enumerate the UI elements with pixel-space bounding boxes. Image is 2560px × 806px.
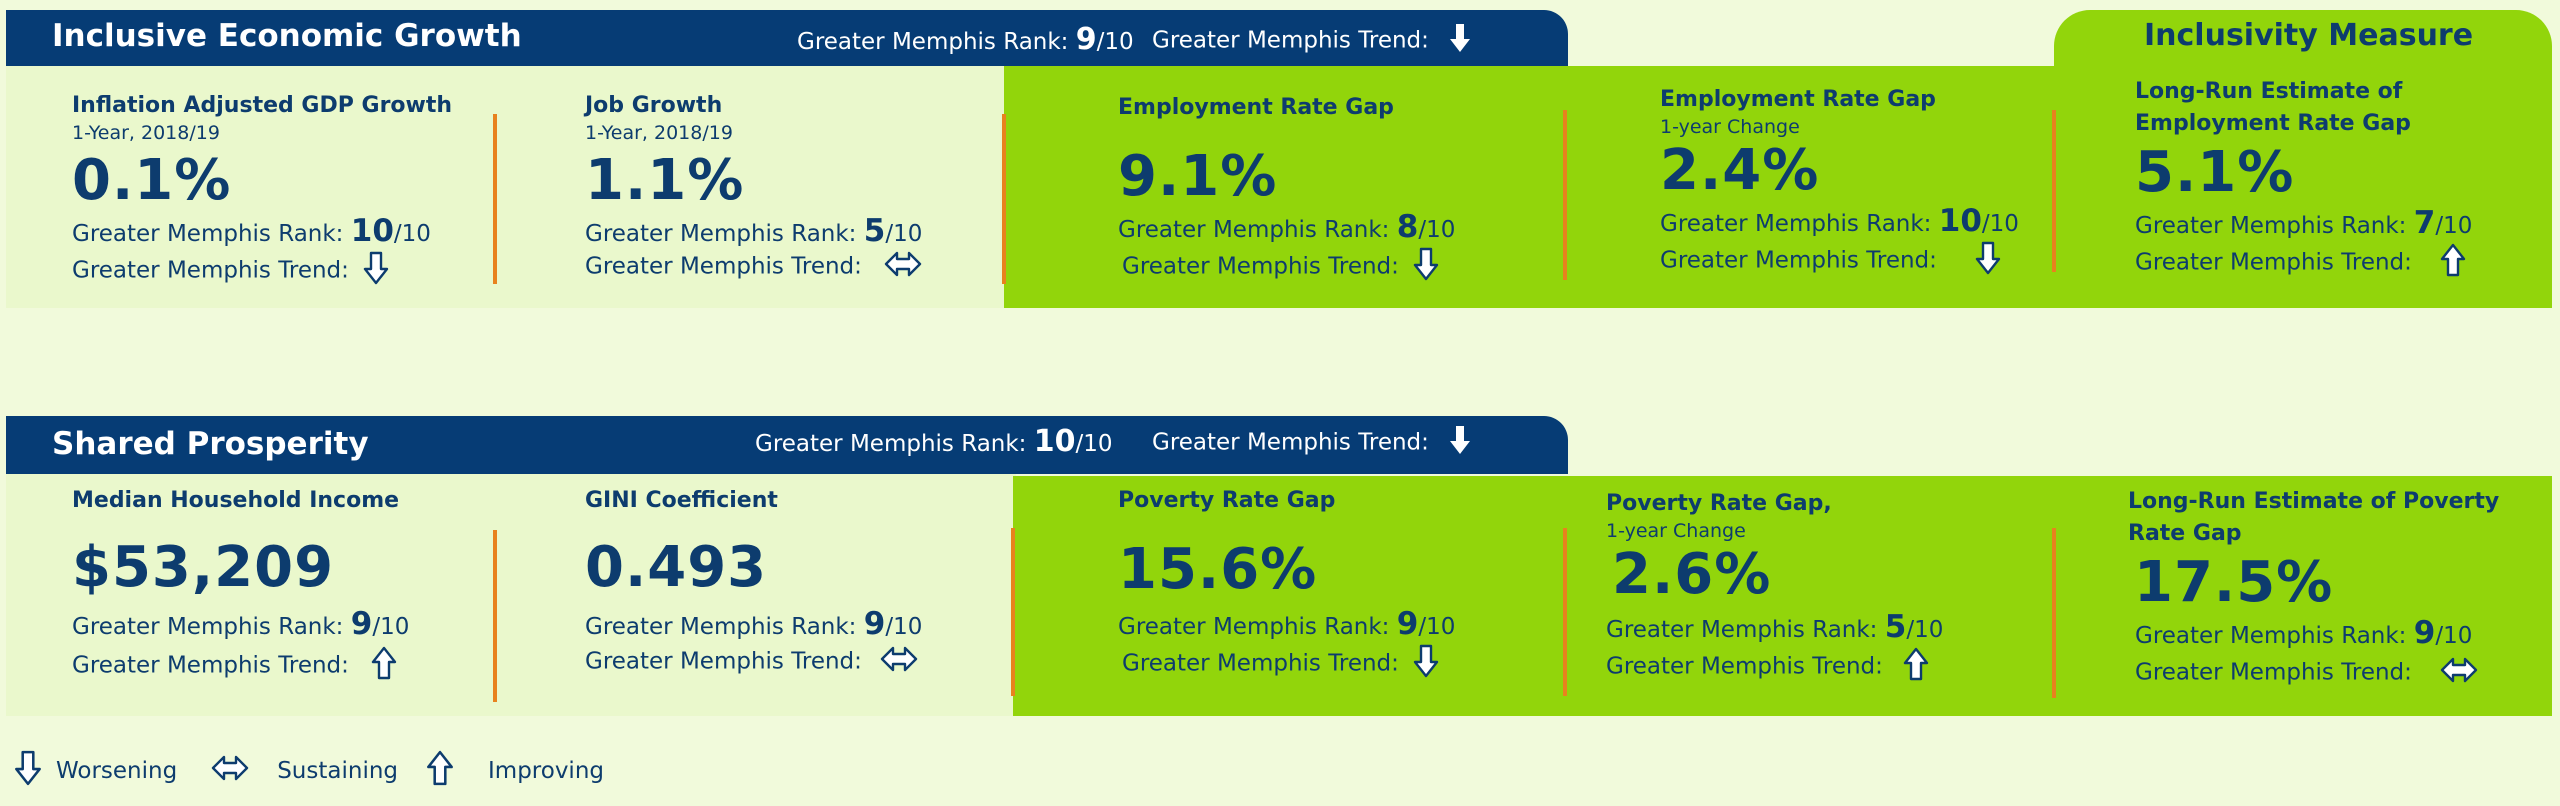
up-arrow-icon: [426, 750, 454, 792]
legend-sustaining: Sustaining: [277, 758, 399, 784]
left-right-arrow-icon: [880, 646, 918, 678]
up-arrow-icon: [1903, 647, 1929, 687]
metric-value: 9.1%: [1118, 144, 1278, 209]
section1-rank: Greater Memphis Rank: 9/10: [797, 22, 1134, 57]
section2-trend: Greater Memphis Trend:: [1152, 426, 1471, 460]
metric-value: 2.4%: [1660, 138, 1820, 203]
divider: [1002, 114, 1006, 284]
metric-trend: Greater Memphis Trend:: [585, 646, 922, 678]
divider: [493, 530, 497, 702]
metric-value: $53,209: [72, 535, 335, 600]
section1-trend: Greater Memphis Trend:: [1152, 24, 1471, 58]
divider: [1011, 528, 1015, 696]
solid-down-arrow-icon: [1450, 24, 1471, 58]
metric-employment-rate-gap-change: Employment Rate Gap 1-year Change 2.4% G…: [1660, 84, 2019, 281]
section2-rank: Greater Memphis Rank: 10/10: [755, 424, 1113, 459]
metric-trend: Greater Memphis Trend:: [585, 251, 922, 283]
up-arrow-icon: [371, 646, 397, 686]
metric-trend: Greater Memphis Trend:: [2135, 657, 2499, 689]
metric-gdp-growth: Inflation Adjusted GDP Growth 1-Year, 20…: [72, 90, 452, 291]
metric-value: 0.493: [585, 535, 768, 600]
metric-rank: Greater Memphis Rank: 9/10: [1118, 606, 1456, 642]
down-arrow-icon: [14, 750, 42, 792]
up-arrow-icon: [2440, 243, 2466, 283]
section2-title: Shared Prosperity: [52, 426, 369, 462]
metric-trend: Greater Memphis Trend:: [1606, 647, 1943, 687]
metric-gini-coefficient: GINI Coefficient 0.493 Greater Memphis R…: [585, 485, 922, 678]
section1-title: Inclusive Economic Growth: [52, 18, 522, 54]
divider: [2052, 528, 2056, 698]
metric-value: 0.1%: [72, 148, 232, 213]
metric-rank: Greater Memphis Rank: 9/10: [2135, 615, 2473, 651]
inclusivity-panel-row2: [1013, 476, 2552, 716]
legend-improving: Improving: [488, 758, 605, 784]
section2-header: [6, 416, 1568, 474]
metric-poverty-rate-gap: Poverty Rate Gap 15.6% Greater Memphis R…: [1118, 485, 1455, 684]
section2-panel: [6, 470, 1016, 716]
divider: [2052, 110, 2056, 272]
down-arrow-icon: [1413, 247, 1439, 287]
metric-employment-rate-gap: Employment Rate Gap 9.1% Greater Memphis…: [1118, 92, 1455, 287]
down-arrow-icon: [1413, 644, 1439, 684]
metric-value: 17.5%: [2134, 550, 2334, 615]
down-arrow-icon: [1975, 241, 2001, 281]
metric-rank: Greater Memphis Rank: 5/10: [1606, 609, 1944, 645]
metric-trend: Greater Memphis Trend:: [1122, 247, 1455, 287]
divider: [1563, 528, 1567, 696]
metric-rank: Greater Memphis Rank: 10/10: [72, 213, 431, 249]
divider: [493, 114, 497, 284]
left-right-arrow-icon: [2440, 657, 2478, 689]
metric-job-growth: Job Growth 1-Year, 2018/19 1.1% Greater …: [585, 90, 922, 283]
legend: Worsening Sustaining Improving: [14, 750, 604, 792]
section1-rank-value: 9: [1075, 22, 1097, 57]
metric-long-run-poverty-gap: Long-Run Estimate of Poverty Rate Gap 17…: [2128, 486, 2499, 689]
section1-header: [6, 10, 1568, 66]
section2-rank-value: 10: [1033, 424, 1076, 459]
metric-poverty-rate-gap-change: Poverty Rate Gap, 1-year Change 2.6% Gre…: [1606, 488, 1943, 687]
metric-value: 5.1%: [2135, 140, 2295, 205]
metric-rank: Greater Memphis Rank: 7/10: [2135, 205, 2473, 241]
legend-worsening: Worsening: [56, 758, 178, 784]
inclusivity-measure-title: Inclusivity Measure: [2144, 18, 2474, 53]
metric-rank: Greater Memphis Rank: 5/10: [585, 213, 923, 249]
solid-down-arrow-icon: [1450, 426, 1471, 460]
metric-trend: Greater Memphis Trend:: [2135, 243, 2472, 283]
metric-trend: Greater Memphis Trend:: [72, 646, 409, 686]
metric-value: 15.6%: [1118, 537, 1318, 602]
inclusivity-panel-row1: [1004, 66, 2552, 308]
metric-trend: Greater Memphis Trend:: [1122, 644, 1455, 684]
down-arrow-icon: [363, 251, 389, 291]
metric-value: 1.1%: [585, 148, 745, 213]
metric-rank: Greater Memphis Rank: 9/10: [72, 606, 410, 642]
metric-rank: Greater Memphis Rank: 9/10: [585, 606, 923, 642]
left-right-arrow-icon: [884, 251, 922, 283]
divider: [1563, 110, 1567, 280]
left-right-arrow-icon: [211, 755, 249, 787]
metric-long-run-employment-gap: Long-Run Estimate of Employment Rate Gap…: [2135, 76, 2472, 283]
metric-trend: Greater Memphis Trend:: [1660, 241, 2019, 281]
metric-trend: Greater Memphis Trend:: [72, 251, 452, 291]
metric-rank: Greater Memphis Rank: 8/10: [1118, 209, 1456, 245]
metric-rank: Greater Memphis Rank: 10/10: [1660, 203, 2019, 239]
section1-panel: [6, 62, 1006, 308]
metric-median-household-income: Median Household Income $53,209 Greater …: [72, 485, 409, 686]
inclusivity-tab: [2054, 10, 2552, 70]
metric-value: 2.6%: [1612, 542, 1772, 607]
